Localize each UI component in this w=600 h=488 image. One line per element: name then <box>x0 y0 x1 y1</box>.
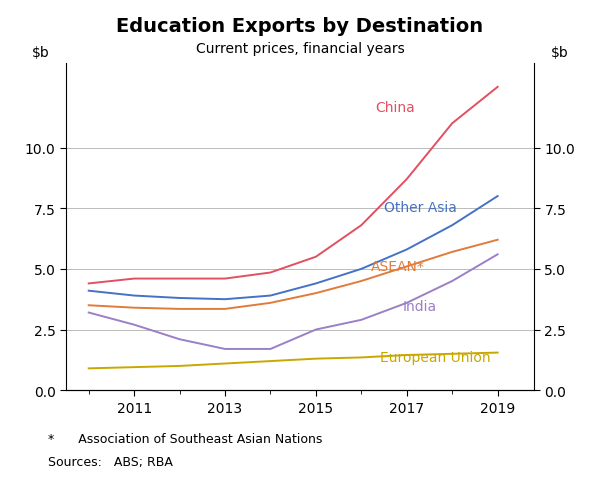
Text: India: India <box>402 300 436 313</box>
Text: ASEAN*: ASEAN* <box>370 260 424 273</box>
Text: European Union: European Union <box>380 350 490 365</box>
Text: Education Exports by Destination: Education Exports by Destination <box>116 17 484 36</box>
Text: Other Asia: Other Asia <box>384 200 457 214</box>
Text: Current prices, financial years: Current prices, financial years <box>196 41 404 56</box>
Text: China: China <box>375 101 415 115</box>
Text: Sources:   ABS; RBA: Sources: ABS; RBA <box>48 455 173 468</box>
Text: *      Association of Southeast Asian Nations: * Association of Southeast Asian Nations <box>48 432 322 445</box>
Text: $b: $b <box>31 46 49 60</box>
Text: $b: $b <box>551 46 569 60</box>
